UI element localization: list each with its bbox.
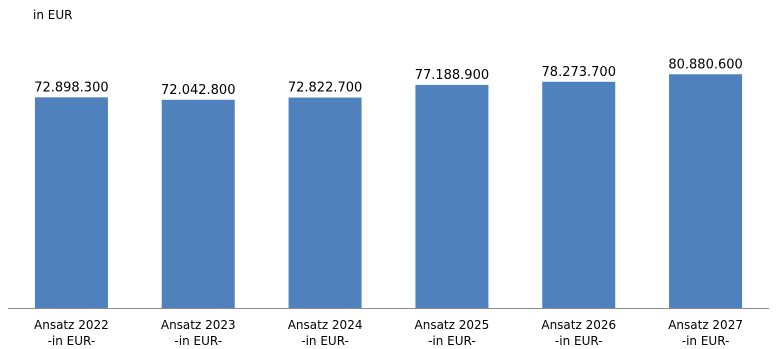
bar <box>669 74 743 308</box>
bar <box>161 99 235 308</box>
x-tick-label: Ansatz 2027 <box>668 318 743 332</box>
data-label: 72.822.700 <box>288 81 362 96</box>
bar <box>415 84 489 308</box>
data-label: 72.898.300 <box>34 80 108 95</box>
x-tick-label: Ansatz 2024 <box>288 318 363 332</box>
bar <box>288 97 362 308</box>
unit-label: in EUR <box>33 8 72 22</box>
x-tick-label: -in EUR- <box>682 334 730 348</box>
x-tick-label: -in EUR- <box>428 334 476 348</box>
x-tick-label: Ansatz 2026 <box>541 318 616 332</box>
data-label: 80.880.600 <box>668 57 742 72</box>
bar <box>34 97 108 308</box>
data-label: 72.042.800 <box>161 83 235 98</box>
x-tick-label: -in EUR- <box>301 334 349 348</box>
x-tick-label: -in EUR- <box>48 334 96 348</box>
x-tick-label: Ansatz 2022 <box>34 318 109 332</box>
x-tick-label: Ansatz 2025 <box>415 318 490 332</box>
data-label: 78.273.700 <box>542 65 616 80</box>
bars-layer <box>34 74 743 308</box>
labels-layer: 72.898.300 72.042.800 72.822.700 77.188.900… <box>34 57 743 98</box>
x-tick-label: -in EUR- <box>555 334 603 348</box>
bar <box>542 81 616 308</box>
x-tick-label: Ansatz 2023 <box>161 318 236 332</box>
data-label: 77.188.900 <box>415 68 489 83</box>
ticks-layer: Ansatz 2022 -in EUR- Ansatz 2023 -in EUR- An… <box>34 318 743 348</box>
x-tick-label: -in EUR- <box>174 334 222 348</box>
